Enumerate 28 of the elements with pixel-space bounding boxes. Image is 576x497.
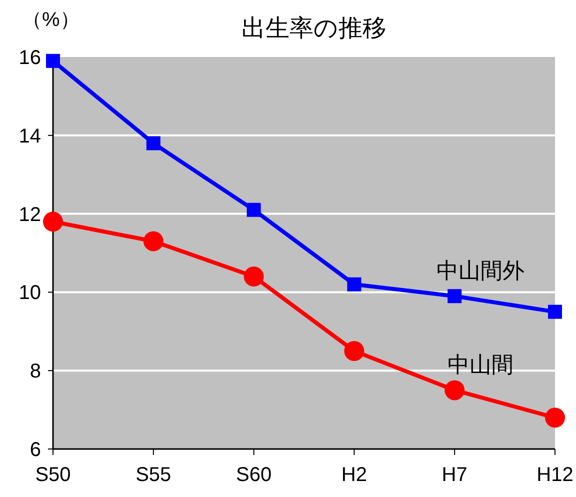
point — [46, 54, 60, 68]
point — [347, 277, 362, 292]
point — [146, 136, 160, 150]
y-tick-label: 14 — [18, 125, 41, 148]
x-tick-label: S50 — [35, 464, 71, 486]
x-tick-label: S60 — [236, 464, 272, 486]
x-tick-label: H7 — [442, 464, 468, 486]
y-tick-label: 8 — [30, 360, 41, 383]
point — [444, 380, 465, 400]
y-tick-label: 6 — [30, 439, 41, 461]
series-label: 中山間外 — [436, 258, 525, 284]
chart-title: 出生率の推移 — [242, 15, 386, 42]
point — [244, 266, 264, 287]
x-tick-label: H12 — [536, 464, 574, 486]
point — [545, 408, 565, 428]
x-tick-label: H2 — [341, 464, 367, 486]
point — [548, 304, 562, 319]
point — [448, 289, 462, 304]
series-label: 中山間 — [448, 352, 514, 378]
y-tick-label: 12 — [18, 204, 41, 226]
point — [246, 202, 261, 217]
point — [43, 212, 63, 232]
x-tick-label: S55 — [136, 464, 172, 486]
point — [344, 341, 364, 361]
y-axis-title: （%） — [22, 9, 80, 31]
y-tick-label: 10 — [18, 282, 41, 304]
y-tick-label: 16 — [18, 47, 41, 69]
point — [143, 231, 164, 252]
